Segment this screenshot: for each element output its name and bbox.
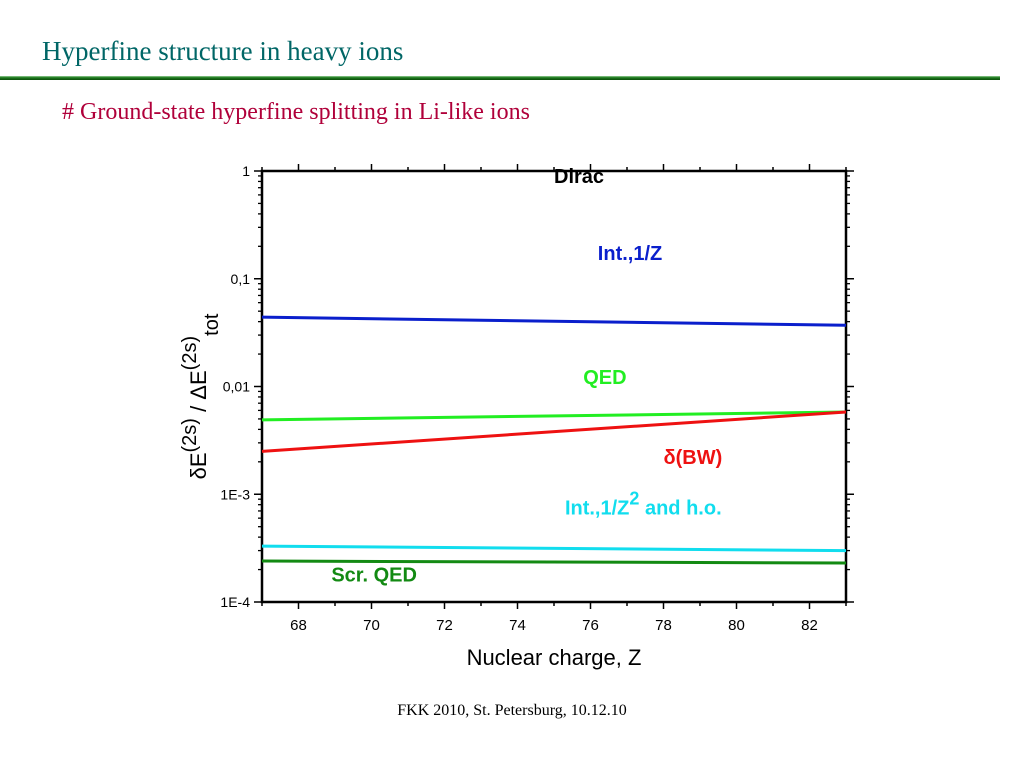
x-axis-label: Nuclear charge, Z bbox=[467, 645, 642, 670]
series-line bbox=[261, 410, 847, 453]
y-tick-label: 1E-4 bbox=[220, 594, 250, 610]
series-label: δ(BW) bbox=[664, 447, 723, 469]
series-label: Int.,1/Z2 and h.o. bbox=[565, 488, 722, 519]
footer: FKK 2010, St. Petersburg, 10.12.10 bbox=[397, 702, 627, 719]
title-rule bbox=[0, 76, 1000, 80]
y-tick-label: 0,1 bbox=[231, 271, 251, 287]
x-tick-label: 74 bbox=[509, 617, 526, 634]
x-tick-label: 76 bbox=[582, 617, 599, 634]
x-tick-label: 82 bbox=[801, 617, 818, 634]
x-tick-label: 72 bbox=[436, 617, 453, 634]
annotation-label: Dirac bbox=[554, 166, 604, 188]
x-tick-label: 78 bbox=[655, 617, 672, 634]
series-line bbox=[261, 410, 847, 422]
series-label: QED bbox=[583, 367, 626, 389]
slide-subtitle: # Ground-state hyperfine splitting in Li… bbox=[62, 99, 530, 125]
slide-title: Hyperfine structure in heavy ions bbox=[42, 36, 404, 66]
x-tick-label: 70 bbox=[363, 617, 380, 634]
y-tick-label: 1E-3 bbox=[220, 486, 250, 502]
y-tick-label: 0,01 bbox=[223, 379, 250, 395]
x-tick-label: 68 bbox=[290, 617, 307, 634]
y-axis-label: δE(2s) / ΔE(2s)tot bbox=[179, 313, 223, 479]
series-line bbox=[261, 315, 847, 327]
series-line bbox=[261, 544, 847, 553]
plot-frame bbox=[260, 169, 848, 604]
series-line bbox=[261, 559, 847, 565]
series-label: Scr. QED bbox=[331, 564, 417, 586]
series-label: Int.,1/Z bbox=[598, 243, 662, 265]
y-tick-label: 1 bbox=[242, 163, 250, 179]
x-tick-label: 80 bbox=[728, 617, 745, 634]
